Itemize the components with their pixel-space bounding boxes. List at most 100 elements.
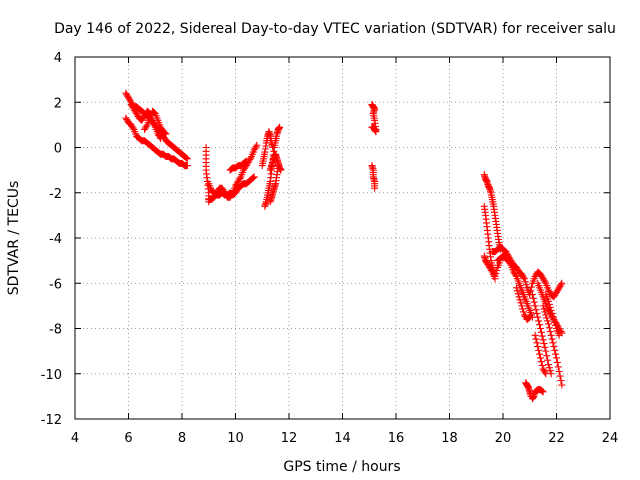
data-point — [538, 387, 546, 395]
data-point — [544, 297, 552, 305]
data-point — [513, 265, 521, 273]
data-point — [519, 272, 527, 280]
data-point — [557, 377, 565, 385]
y-tick-label: -10 — [41, 368, 62, 383]
data-point — [240, 159, 248, 167]
data-point — [183, 162, 191, 170]
data-point — [517, 299, 525, 307]
data-point — [155, 131, 163, 139]
data-point — [242, 157, 250, 165]
x-tick-label: 8 — [178, 431, 186, 446]
data-point — [530, 298, 538, 306]
x-tick-label: 12 — [281, 431, 298, 446]
data-point — [160, 128, 168, 136]
data-point — [183, 155, 191, 163]
data-point — [157, 134, 165, 142]
data-point — [541, 343, 549, 351]
data-point — [253, 141, 261, 149]
data-point — [551, 346, 559, 354]
data-point — [540, 276, 548, 284]
data-point — [551, 291, 559, 299]
data-point — [540, 340, 548, 348]
data-point — [542, 347, 550, 355]
data-point — [545, 300, 553, 308]
data-point — [249, 174, 257, 182]
data-point — [556, 372, 564, 380]
data-point — [227, 192, 235, 200]
data-point — [511, 271, 519, 279]
data-point — [122, 114, 130, 122]
data-point — [487, 265, 495, 273]
data-point — [133, 111, 141, 119]
data-point — [139, 115, 147, 123]
data-point — [156, 133, 164, 141]
data-point — [549, 312, 557, 320]
data-point — [540, 305, 548, 313]
data-point — [551, 318, 559, 326]
data-point — [548, 335, 556, 343]
chart-title: Day 146 of 2022, Sidereal Day-to-day VTE… — [54, 21, 616, 37]
data-point — [547, 306, 555, 314]
data-point — [157, 125, 165, 133]
data-point — [182, 154, 190, 162]
data-point — [541, 308, 549, 316]
data-point — [246, 156, 254, 164]
x-tick-label: 4 — [71, 431, 79, 446]
data-point — [252, 143, 260, 151]
data-point — [182, 153, 190, 161]
data-point — [545, 364, 553, 372]
data-point — [276, 123, 284, 131]
data-point — [531, 302, 539, 310]
data-point — [537, 358, 545, 366]
data-point — [558, 381, 566, 389]
data-point — [535, 317, 543, 325]
data-point — [532, 306, 540, 314]
data-point — [162, 130, 170, 138]
data-point — [546, 303, 554, 311]
data-point — [519, 305, 527, 313]
data-point — [538, 332, 546, 340]
data-point — [537, 328, 545, 336]
data-point — [544, 317, 552, 325]
x-tick-label: 24 — [602, 431, 619, 446]
data-point — [550, 343, 558, 351]
data-point — [543, 352, 551, 360]
data-point — [512, 284, 520, 292]
data-point — [515, 293, 523, 301]
data-point — [531, 331, 539, 339]
data-point — [541, 368, 549, 376]
x-axis-label: GPS time / hours — [283, 459, 400, 475]
data-point — [528, 283, 536, 291]
x-tick-label: 6 — [124, 431, 132, 446]
data-point — [219, 186, 227, 194]
data-point — [544, 320, 552, 328]
y-tick-label: 0 — [54, 142, 62, 157]
data-point — [528, 291, 536, 299]
y-tick-label: -12 — [41, 413, 62, 428]
data-point — [141, 124, 149, 132]
data-point — [535, 346, 543, 354]
grid — [75, 57, 610, 419]
data-point — [539, 302, 547, 310]
x-tick-label: 18 — [441, 431, 458, 446]
data-point — [250, 173, 258, 181]
data-point — [553, 354, 560, 362]
data-point — [529, 294, 537, 302]
data-point — [558, 279, 566, 287]
data-point — [505, 258, 513, 266]
data-point — [553, 358, 561, 366]
data-point — [537, 386, 545, 394]
y-axis-label: SDTVAR / TECUs — [6, 181, 22, 296]
data-point — [125, 95, 133, 103]
data-point — [128, 122, 136, 130]
data-point — [546, 328, 554, 336]
data-point — [248, 174, 256, 182]
x-tick-label: 10 — [227, 431, 244, 446]
data-point — [518, 302, 526, 310]
data-point — [555, 367, 563, 375]
data-point — [553, 287, 561, 295]
data-point — [161, 129, 169, 137]
data-point — [548, 309, 556, 317]
data-point — [546, 367, 554, 375]
